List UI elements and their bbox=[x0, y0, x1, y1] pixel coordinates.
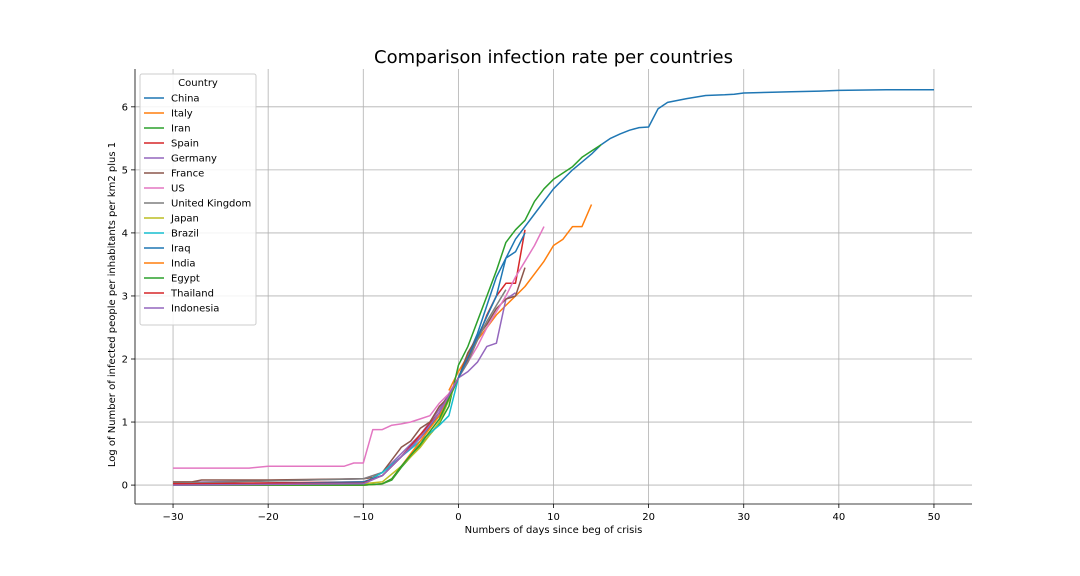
legend-title: Country bbox=[178, 78, 218, 89]
y-tick-label: 1 bbox=[122, 418, 128, 429]
series-line-china bbox=[457, 89, 934, 379]
y-tick-label: 2 bbox=[122, 355, 128, 366]
chart-title: Comparison infection rate per countries bbox=[374, 47, 733, 68]
y-tick-label: 5 bbox=[122, 165, 128, 176]
series-line-indonesia bbox=[172, 377, 460, 486]
x-tick-label: −30 bbox=[162, 512, 183, 523]
legend-label: Thailand bbox=[170, 289, 214, 300]
x-tick-label: 10 bbox=[547, 512, 560, 523]
x-tick-label: −10 bbox=[353, 512, 374, 523]
legend-label: Egypt bbox=[171, 274, 200, 285]
legend-label: Indonesia bbox=[171, 304, 219, 315]
x-tick-label: 30 bbox=[737, 512, 750, 523]
x-tick-label: 0 bbox=[455, 512, 461, 523]
y-axis-label: Log of Number of infected people per inh… bbox=[107, 142, 118, 467]
legend-label: Germany bbox=[171, 154, 217, 165]
legend-label: Japan bbox=[170, 214, 199, 225]
series-line-india bbox=[173, 377, 460, 486]
legend-label: Italy bbox=[171, 109, 193, 120]
x-axis-label: Numbers of days since beg of crisis bbox=[465, 525, 643, 536]
y-tick-label: 3 bbox=[122, 291, 128, 302]
legend-label: Iraq bbox=[171, 244, 191, 255]
grid bbox=[135, 69, 972, 504]
y-tick-label: 6 bbox=[122, 102, 128, 113]
series-layer bbox=[172, 89, 934, 486]
legend-box bbox=[139, 73, 257, 326]
legend-label: India bbox=[171, 259, 196, 270]
x-tick-label: 20 bbox=[642, 512, 655, 523]
legend-label: Iran bbox=[171, 124, 191, 135]
y-tick-label: 4 bbox=[122, 228, 128, 239]
x-tick-label: −20 bbox=[258, 512, 279, 523]
axes: −30 −20 −10 0 10 20 30 40 50 0 1 2 3 4 5 6 bbox=[122, 69, 972, 523]
legend-label: United Kingdom bbox=[171, 199, 251, 210]
y-tick-label: 0 bbox=[122, 481, 128, 492]
series-line-egypt bbox=[173, 377, 460, 486]
legend-label: US bbox=[171, 184, 185, 195]
series-line-brazil bbox=[172, 377, 460, 486]
legend-label: France bbox=[171, 169, 204, 180]
series-line-us bbox=[173, 226, 545, 469]
legend-label: Brazil bbox=[171, 229, 199, 240]
legend: Country China Italy Iran Spain Germany France U… bbox=[139, 73, 257, 326]
legend-label: Spain bbox=[171, 139, 199, 150]
x-tick-label: 50 bbox=[928, 512, 941, 523]
x-tick-label: 40 bbox=[832, 512, 845, 523]
legend-label: China bbox=[171, 94, 200, 105]
